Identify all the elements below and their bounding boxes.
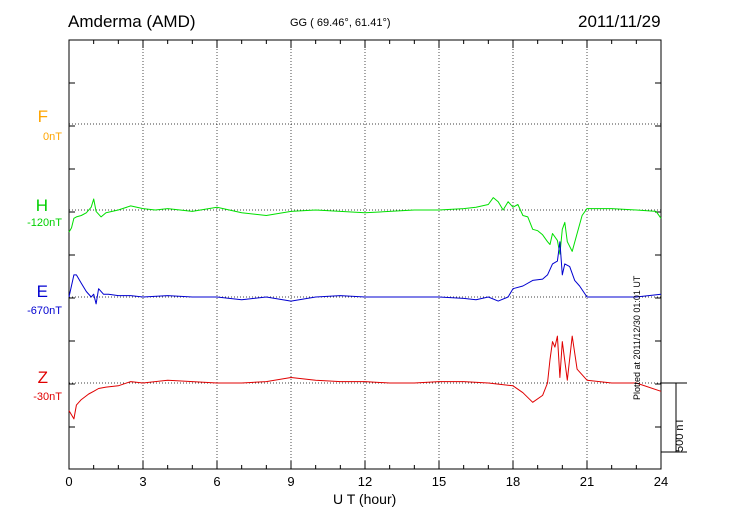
- x-tick-label-18: 18: [506, 474, 520, 489]
- scale-bar-label: 500 nT: [674, 417, 686, 452]
- series-line-z: [68, 335, 662, 420]
- series-line-e: [68, 241, 662, 305]
- plot-date: 2011/11/29: [578, 12, 661, 31]
- x-tick-label-9: 9: [287, 474, 294, 489]
- plot-frame: [68, 39, 662, 470]
- component-label-f: F: [37, 107, 48, 126]
- x-tick-label-12: 12: [358, 474, 372, 489]
- series-line-h: [68, 197, 662, 255]
- station-coords: GG ( 69.46°, 61.41°): [290, 17, 391, 29]
- baseline-label-h: -120nT: [27, 217, 62, 229]
- x-tick-label-0: 0: [65, 474, 72, 489]
- scale-bar: [661, 382, 687, 453]
- x-tick-label-6: 6: [213, 474, 220, 489]
- x-tick-label-3: 3: [139, 474, 146, 489]
- baseline-label-f: 0nT: [43, 131, 62, 143]
- x-tick-label-21: 21: [580, 474, 594, 489]
- baseline-label-e: -670nT: [27, 305, 62, 317]
- baseline-label-z: -30nT: [33, 391, 62, 403]
- plotted-timestamp: Plotted at 2011/12/30 01:01 UT: [632, 275, 642, 400]
- grid-lines: [69, 40, 661, 469]
- component-label-h: H: [35, 196, 48, 215]
- plot-border: [68, 39, 662, 470]
- x-axis-label: U T (hour): [333, 491, 397, 507]
- station-name: Amderma (AMD): [68, 12, 196, 31]
- component-label-z: Z: [37, 368, 48, 387]
- component-label-e: E: [36, 282, 48, 301]
- axis-ticks: 0 3 6 9 12 15 18 21 24: [65, 40, 668, 489]
- x-tick-label-24: 24: [654, 474, 668, 489]
- series-lines: [68, 197, 662, 420]
- x-tick-label-15: 15: [432, 474, 446, 489]
